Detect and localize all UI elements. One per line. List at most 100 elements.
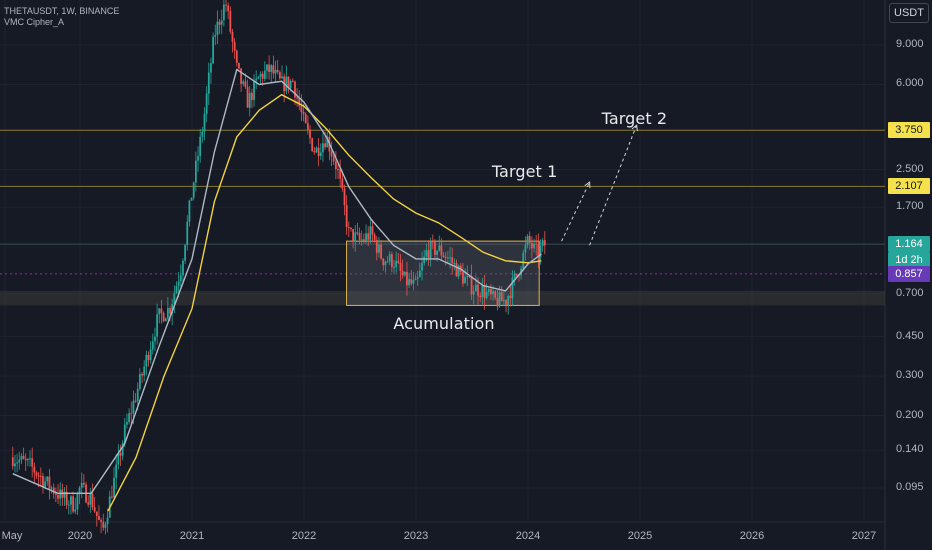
- candle-body: [158, 308, 161, 315]
- candle-body: [425, 250, 428, 257]
- candle-body: [330, 151, 333, 157]
- candle-body: [384, 261, 387, 266]
- candle-body: [487, 289, 490, 292]
- x-tick-label: 2025: [627, 530, 653, 542]
- y-tick-label: 2.500: [896, 162, 924, 175]
- annotation-1[interactable]: Target 2: [601, 109, 668, 129]
- candle-body: [143, 366, 146, 376]
- candle-body: [498, 292, 501, 307]
- candle-body: [57, 494, 59, 499]
- candle-body: [123, 424, 126, 444]
- candle-body: [449, 257, 451, 259]
- candle-body: [423, 256, 426, 264]
- candle-body: [304, 114, 307, 123]
- candle-body: [365, 233, 367, 241]
- candle-body: [44, 481, 47, 488]
- candle-body: [500, 292, 503, 302]
- candle-body: [106, 517, 109, 525]
- candle-body: [14, 463, 16, 467]
- candle-body: [192, 182, 195, 198]
- candle-body: [360, 239, 363, 241]
- candle-body: [128, 413, 131, 423]
- candle-body: [479, 295, 482, 298]
- level-lines: [0, 129, 885, 275]
- target-arrow-2: [589, 124, 638, 246]
- candle-body: [416, 277, 419, 279]
- candle-body: [169, 308, 171, 314]
- candle-body: [214, 34, 217, 37]
- currency-button[interactable]: USDT: [889, 3, 929, 23]
- candle-body: [272, 65, 275, 74]
- candle-body: [220, 20, 223, 25]
- candle-body: [466, 276, 469, 278]
- moving-average-2: [12, 68, 542, 494]
- candle-body: [74, 509, 77, 512]
- candle-body: [67, 504, 70, 506]
- target-arrowhead-1: [584, 181, 591, 189]
- candle-body: [324, 143, 327, 148]
- candle-body: [37, 475, 40, 477]
- candle-body: [378, 244, 380, 253]
- candle-body: [356, 232, 359, 234]
- candle-body: [24, 458, 27, 461]
- candle-body: [29, 458, 31, 460]
- candles: [11, 0, 546, 535]
- candle-body: [138, 373, 141, 389]
- candle-body: [470, 276, 473, 295]
- y-tick-label: 0.200: [896, 408, 924, 421]
- candle-body: [313, 151, 316, 153]
- candle-body: [175, 286, 178, 294]
- candle-body: [337, 168, 339, 170]
- candle-body: [130, 413, 133, 415]
- candle-body: [31, 458, 34, 467]
- y-tick-label: 9.000: [896, 38, 924, 50]
- candle-body: [199, 136, 202, 157]
- candle-body: [431, 241, 434, 243]
- bar-countdown-label: 1d 2h: [888, 252, 930, 269]
- candle-body: [110, 496, 113, 498]
- candle-body: [227, 5, 230, 12]
- candle-body: [511, 277, 514, 299]
- candle-body: [87, 502, 90, 505]
- candle-body: [270, 65, 273, 72]
- candle-body: [436, 250, 439, 255]
- candle-body: [50, 487, 53, 489]
- candle-body: [386, 261, 389, 263]
- target-arrows: [561, 124, 638, 246]
- candle-body: [177, 281, 180, 287]
- annotation-2[interactable]: Target 1: [491, 161, 558, 181]
- candle-body: [98, 515, 100, 520]
- candle-body: [345, 205, 348, 228]
- candle-body: [253, 80, 255, 100]
- candle-body: [412, 279, 415, 284]
- moving-averages: [12, 68, 542, 512]
- candle-body: [302, 112, 305, 115]
- candle-body: [300, 105, 303, 113]
- candle-body: [263, 70, 266, 79]
- symbol-title[interactable]: THETAUSDT, 1W, BINANCE: [4, 6, 120, 16]
- candle-body: [317, 147, 320, 157]
- annotation-3[interactable]: Acumulation: [393, 314, 495, 334]
- candle-body: [134, 400, 137, 402]
- candle-body: [190, 197, 193, 201]
- candle-body: [406, 271, 408, 286]
- candle-body: [507, 295, 510, 305]
- candle-body: [390, 254, 393, 268]
- candle-body: [524, 245, 527, 253]
- x-tick-label: 2023: [403, 530, 429, 542]
- y-tick-label: 0.700: [896, 286, 924, 299]
- candle-body: [119, 453, 122, 456]
- candle-body: [166, 308, 169, 319]
- candle-body: [289, 80, 292, 88]
- candle-body: [242, 81, 245, 84]
- candle-body: [20, 455, 23, 460]
- indicator-title[interactable]: VMC Cipher_A: [4, 17, 65, 27]
- candle-body: [350, 227, 352, 230]
- level-last-label: 1.164: [888, 236, 930, 253]
- candle-body: [246, 86, 249, 108]
- candle-body: [352, 229, 355, 242]
- candle-body: [182, 260, 184, 276]
- candle-body: [151, 341, 154, 350]
- candle-body: [93, 507, 96, 512]
